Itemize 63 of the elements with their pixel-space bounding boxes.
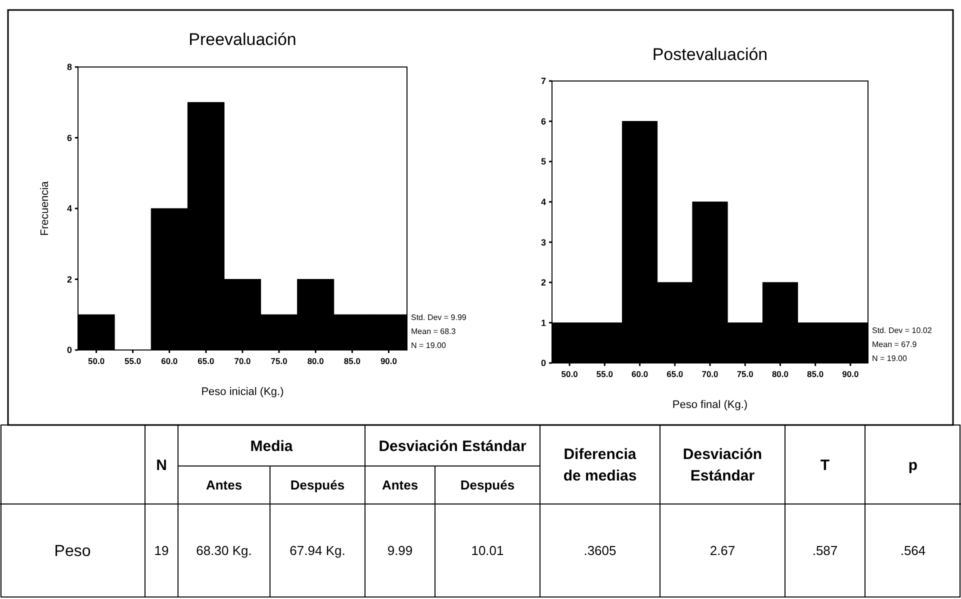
- y-tick-label: 1: [540, 318, 546, 328]
- x-axis-title: Peso inicial (Kg.): [201, 386, 284, 398]
- y-tick-label: 3: [540, 237, 546, 248]
- y-tick-label: 5: [540, 156, 546, 167]
- chart-title: Preevaluación: [188, 30, 296, 49]
- y-tick-label: 0: [66, 345, 72, 356]
- text: Desviación Estándar: [682, 446, 762, 485]
- x-tick-label: 90.0: [842, 369, 859, 379]
- text: Después: [460, 478, 515, 493]
- text: .3605: [584, 543, 616, 558]
- x-tick-label: 60.0: [632, 369, 648, 379]
- text: 2.67: [710, 543, 736, 558]
- x-tick-label: 75.0: [270, 356, 288, 366]
- y-tick-label: 2: [66, 274, 72, 284]
- text: p: [908, 456, 918, 474]
- text: 10.01: [471, 543, 504, 558]
- x-tick-label: 55.0: [596, 369, 614, 379]
- text: 68.30 Kg.: [196, 543, 252, 558]
- x-tick-label: 60.0: [161, 356, 178, 366]
- text: Std. Dev = 9.99: [411, 313, 467, 322]
- y-axis-title: Frecuencia: [39, 180, 51, 236]
- x-tick-label: 50.0: [561, 369, 578, 379]
- text: Std. Dev = 10.02: [872, 326, 932, 335]
- text: Después: [290, 478, 345, 493]
- text: T: [820, 456, 830, 474]
- x-tick-label: 55.0: [124, 356, 142, 366]
- x-tick-label: 70.0: [234, 356, 252, 366]
- text: N: [156, 456, 167, 474]
- text: .587: [812, 543, 838, 558]
- text: Peso: [54, 543, 91, 560]
- y-tick-label: 4: [540, 197, 546, 208]
- text: N = 19.00: [411, 341, 446, 350]
- y-tick-label: 8: [66, 62, 72, 72]
- text: Desviación Estándar: [378, 438, 526, 455]
- y-tick-label: 2: [540, 278, 546, 288]
- text: 19: [154, 543, 169, 558]
- text: 9.99: [387, 543, 413, 558]
- y-tick-label: 6: [540, 116, 546, 126]
- x-tick-label: 85.0: [344, 356, 361, 366]
- x-tick-label: 65.0: [666, 369, 684, 379]
- text: Media: [250, 438, 294, 455]
- y-tick-label: 7: [540, 76, 546, 86]
- x-tick-label: 80.0: [307, 356, 324, 366]
- x-tick-label: 65.0: [198, 356, 214, 366]
- y-tick-label: 0: [540, 358, 546, 368]
- x-axis-title: Peso final (Kg.): [672, 399, 748, 411]
- text: Mean = 68.3: [411, 327, 456, 336]
- x-tick-label: 85.0: [807, 369, 824, 379]
- x-tick-label: 80.0: [772, 369, 789, 379]
- x-tick-label: 90.0: [380, 356, 398, 366]
- text: .564: [900, 543, 926, 558]
- text: 67.94 Kg.: [290, 543, 346, 558]
- text: Mean = 67.9: [872, 340, 918, 349]
- x-tick-label: 75.0: [736, 369, 754, 379]
- text: N = 19.00: [872, 354, 908, 363]
- text: Antes: [382, 478, 418, 493]
- x-tick-label: 50.0: [88, 356, 105, 366]
- y-tick-label: 6: [66, 132, 72, 143]
- text: Diferencia de medias: [563, 446, 637, 485]
- text: Antes: [206, 478, 242, 493]
- x-tick-label: 70.0: [702, 369, 719, 379]
- y-tick-label: 4: [66, 204, 72, 214]
- chart-title: Postevaluación: [652, 45, 768, 64]
